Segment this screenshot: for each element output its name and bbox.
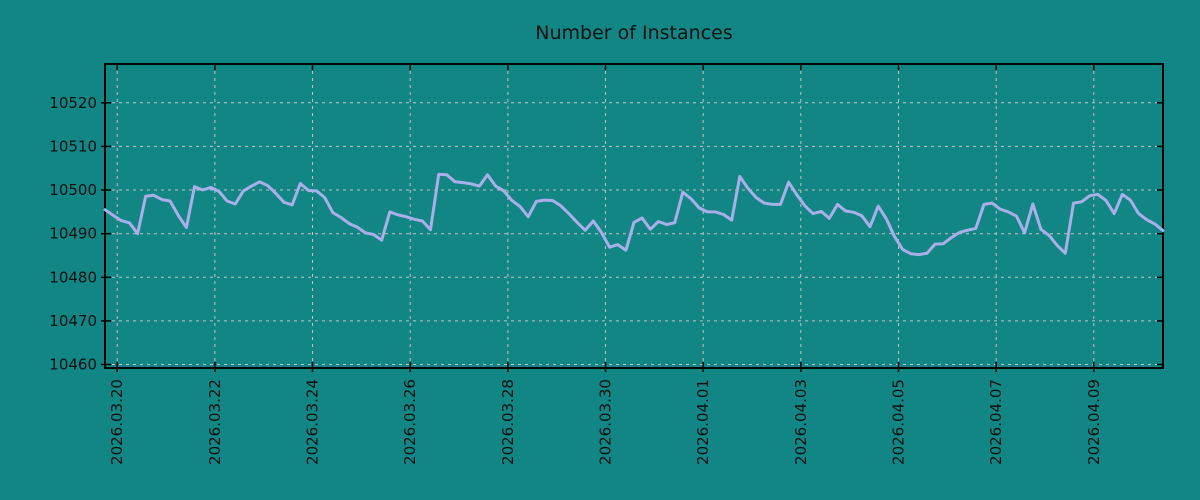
- grid-layer: [105, 64, 1163, 368]
- y-tick-label: 10490: [49, 225, 97, 243]
- x-tick-label: 2026.04.05: [890, 379, 908, 465]
- y-tick-label: 10460: [49, 356, 97, 374]
- y-tick-label: 10480: [49, 268, 97, 286]
- y-tick-label: 10470: [49, 312, 97, 330]
- x-tick-label: 2026.03.20: [108, 379, 126, 465]
- x-tick-label: 2026.03.24: [304, 379, 322, 465]
- x-tick-label: 2026.04.03: [792, 379, 810, 465]
- chart-title: Number of Instances: [535, 22, 732, 44]
- series-line: [103, 172, 1165, 257]
- y-tick-label: 10520: [49, 94, 97, 112]
- x-tick-label: 2026.04.09: [1085, 379, 1103, 465]
- x-tick-label: 2026.03.30: [597, 379, 615, 465]
- axis-layer: 10460 10470 10480 10490 10500 10510 10520 2026.…: [49, 63, 1164, 465]
- x-tick-label: 2026.03.22: [206, 379, 224, 465]
- plot-border: [104, 63, 1164, 369]
- y-tick-label: 10510: [49, 137, 97, 155]
- x-tick-label: 2026.03.26: [401, 379, 419, 465]
- y-tick-label: 10500: [49, 181, 97, 199]
- x-tick-label: 2026.03.28: [499, 379, 517, 465]
- x-tick-label: 2026.04.01: [694, 379, 712, 465]
- series-layer: [103, 172, 1165, 257]
- x-tick-label: 2026.04.07: [987, 379, 1005, 465]
